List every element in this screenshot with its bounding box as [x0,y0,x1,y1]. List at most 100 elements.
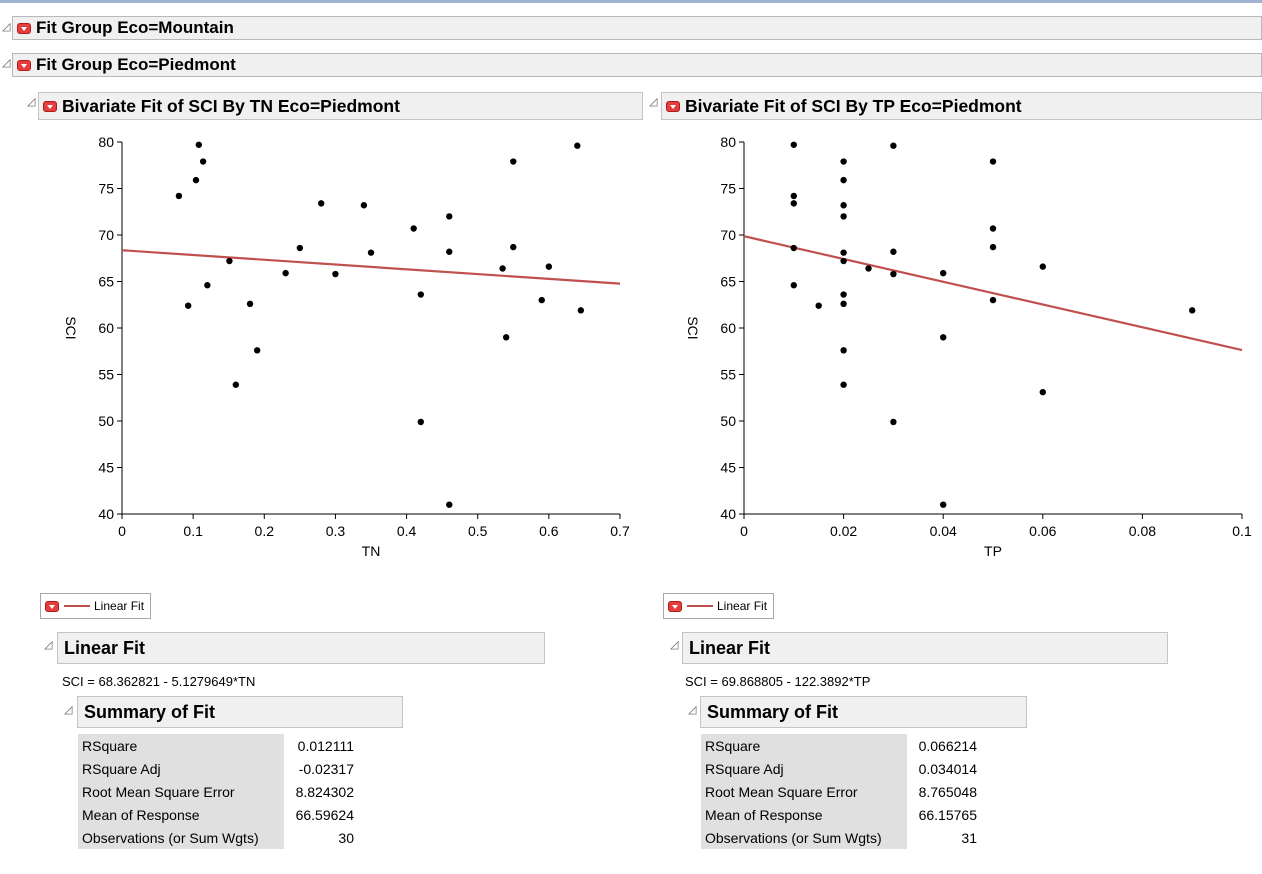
disclosure-icon[interactable]: ◿ [44,639,53,651]
table-row: Root Mean Square Error 8.765048 [701,780,981,803]
data-point [1039,263,1046,270]
group-title-mountain: Fit Group Eco=Mountain [36,18,234,37]
data-point [446,501,453,508]
legend-linear-fit[interactable]: Linear Fit [40,593,152,619]
disclosure-icon[interactable]: ◿ [2,21,11,33]
data-point [175,192,183,200]
data-point [204,282,211,289]
disclosure-icon[interactable]: ◿ [27,96,36,108]
data-point [332,270,339,278]
stat-value: 0.066214 [918,737,977,754]
linear-fit-title: Linear Fit [64,637,146,658]
stat-label: RSquare Adj [78,757,284,780]
data-point [502,334,510,341]
legend-linear-fit[interactable]: Linear Fit [663,593,775,619]
y-axis-label: SCI [63,316,79,339]
summary-of-fit-header[interactable]: Summary of Fit [700,696,1027,728]
y-tick-label: 60 [98,320,114,336]
summary-of-fit-header[interactable]: Summary of Fit [77,696,403,728]
data-point [940,334,947,341]
data-point [199,158,207,165]
stat-label: Root Mean Square Error [701,780,907,803]
x-tick-label: 0.1 [183,523,203,539]
x-axis-label: TP [984,543,1002,559]
data-point [499,265,506,272]
stat-value: 66.59624 [295,806,354,823]
red-triangle-menu-icon[interactable] [45,600,59,612]
summary-of-fit-table: RSquare 0.066214 RSquare Adj 0.034014 Root… [701,734,981,849]
fit-equation: SCI = 69.868805 - 122.3892*TP [685,674,871,689]
data-point [865,265,872,272]
red-triangle-menu-icon[interactable] [17,59,31,71]
red-triangle-menu-icon[interactable] [666,100,680,112]
y-tick-label: 75 [98,181,114,197]
fit-group-piedmont-header[interactable]: Fit Group Eco=Piedmont [12,53,1262,77]
table-row: Root Mean Square Error 8.824302 [78,780,358,803]
data-point [226,257,233,265]
x-tick-label: 0 [740,523,748,539]
data-point [246,300,254,308]
table-row: Observations (or Sum Wgts) 31 [701,826,981,849]
y-tick-label: 50 [98,413,114,429]
data-point [577,307,585,314]
stat-value: 0.034014 [918,760,977,777]
x-tick-label: 0.5 [468,523,488,539]
x-axis-label: TN [362,543,381,559]
legend-line-swatch [64,605,90,607]
linear-fit-header[interactable]: Linear Fit [57,632,545,664]
data-point [790,200,797,207]
red-triangle-menu-icon[interactable] [17,22,31,34]
stat-label: Mean of Response [78,803,284,826]
disclosure-icon[interactable]: ◿ [649,96,658,108]
data-point [890,418,897,426]
y-tick-label: 55 [720,367,736,383]
red-triangle-menu-icon[interactable] [43,100,57,112]
y-axis-label: SCI [685,316,701,339]
data-point [840,158,847,165]
fit-group-mountain-header[interactable]: Fit Group Eco=Mountain [12,16,1262,40]
disclosure-icon[interactable]: ◿ [64,704,73,716]
data-point [510,158,517,165]
data-point [940,501,947,508]
bivariate-fit-tp-header[interactable]: Bivariate Fit of SCI By TP Eco=Piedmont [661,92,1262,120]
data-point [989,296,997,304]
disclosure-icon[interactable]: ◿ [2,57,11,69]
data-point [890,142,897,149]
stat-value: 0.012111 [297,737,354,754]
y-tick-label: 60 [720,320,736,336]
disclosure-icon[interactable]: ◿ [688,704,697,716]
data-point [282,269,289,277]
data-point [296,244,304,252]
bivariate-fit-tn-header[interactable]: Bivariate Fit of SCI By TN Eco=Piedmont [38,92,643,120]
stat-value: 8.824302 [295,783,354,800]
stat-value: 31 [961,829,977,846]
table-row: RSquare Adj -0.02317 [78,757,358,780]
legend-line-swatch [687,605,713,607]
x-tick-label: 0.6 [539,523,559,539]
stat-label: Observations (or Sum Wgts) [701,826,907,849]
data-point [446,213,453,220]
data-point [815,302,822,309]
data-point [253,347,261,354]
data-point [840,381,847,388]
table-row: Mean of Response 66.15765 [701,803,981,826]
y-tick-label: 55 [98,367,114,383]
legend-label: Linear Fit [94,599,145,613]
x-tick-label: 0.2 [255,523,275,539]
y-tick-label: 70 [720,227,736,243]
scatter-plot-sci-by-tn[interactable]: 40 45 50 55 60 65 70 75 80 0 0.1 0.2 0.3 0.4 0.5 0.6 0.7… [0,122,640,577]
x-tick-label: 0.4 [397,523,417,539]
y-tick-label: 40 [98,506,114,522]
disclosure-icon[interactable]: ◿ [670,639,679,651]
table-row: Observations (or Sum Wgts) 30 [78,826,358,849]
legend-label: Linear Fit [717,599,768,613]
data-point [1189,307,1196,314]
stat-label: Observations (or Sum Wgts) [78,826,284,849]
panel-title: Bivariate Fit of SCI By TN Eco=Piedmont [62,95,400,116]
window-top-border [0,0,1262,3]
y-tick-label: 50 [720,413,736,429]
red-triangle-menu-icon[interactable] [668,600,682,612]
scatter-plot-sci-by-tp[interactable]: 40 45 50 55 60 65 70 75 80 0 0.02 0.04 0.06 0.08 0.1 TP… [640,122,1262,577]
linear-fit-header[interactable]: Linear Fit [682,632,1168,664]
data-point [840,176,847,184]
